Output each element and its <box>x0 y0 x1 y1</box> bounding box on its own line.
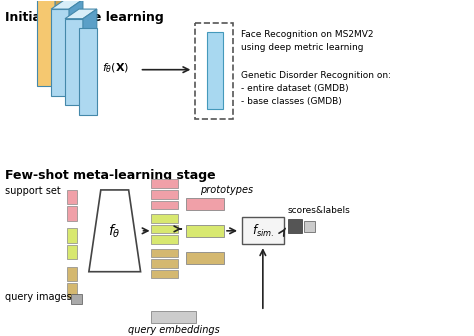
Polygon shape <box>151 270 178 279</box>
Polygon shape <box>67 228 77 243</box>
Polygon shape <box>186 252 224 263</box>
Polygon shape <box>151 259 178 268</box>
Polygon shape <box>51 0 83 9</box>
Polygon shape <box>37 0 55 86</box>
Polygon shape <box>186 225 224 237</box>
Polygon shape <box>67 267 77 281</box>
Polygon shape <box>151 179 178 188</box>
Polygon shape <box>207 32 223 109</box>
Text: query embeddings: query embeddings <box>128 325 219 335</box>
Text: Initial feature learning: Initial feature learning <box>5 11 164 24</box>
Polygon shape <box>151 190 178 199</box>
Text: Genetic Disorder Recognition on:
- entire dataset (GMDB)
- base classes (GMDB): Genetic Disorder Recognition on: - entir… <box>241 71 391 106</box>
Polygon shape <box>242 217 284 244</box>
Polygon shape <box>71 294 82 304</box>
Text: $f_\theta(\mathbf{X})$: $f_\theta(\mathbf{X})$ <box>102 61 129 75</box>
Text: support set: support set <box>5 186 61 196</box>
Polygon shape <box>79 28 97 115</box>
Polygon shape <box>83 9 97 105</box>
Text: scores&labels: scores&labels <box>288 206 350 215</box>
Polygon shape <box>304 221 315 232</box>
Polygon shape <box>69 0 83 96</box>
Polygon shape <box>67 283 77 298</box>
Polygon shape <box>288 219 301 233</box>
Polygon shape <box>151 224 178 233</box>
Text: prototypes: prototypes <box>200 185 253 195</box>
Polygon shape <box>67 206 77 221</box>
Polygon shape <box>89 190 141 272</box>
Text: Face Recognition on MS2MV2
using deep metric learning: Face Recognition on MS2MV2 using deep me… <box>241 30 374 52</box>
Polygon shape <box>65 19 83 105</box>
Polygon shape <box>151 214 178 223</box>
Polygon shape <box>65 9 97 19</box>
Polygon shape <box>67 245 77 259</box>
Polygon shape <box>151 235 178 244</box>
Text: Few-shot meta-learning stage: Few-shot meta-learning stage <box>5 169 216 182</box>
Polygon shape <box>186 198 224 210</box>
Polygon shape <box>151 201 178 209</box>
FancyBboxPatch shape <box>195 23 233 119</box>
Polygon shape <box>151 249 178 257</box>
Polygon shape <box>151 311 196 323</box>
Text: $f_\theta$: $f_\theta$ <box>109 222 121 240</box>
Text: FC: FC <box>210 64 219 77</box>
Polygon shape <box>51 9 69 96</box>
Text: query images: query images <box>5 292 72 302</box>
Polygon shape <box>55 0 69 86</box>
Text: $f_{sim.}$: $f_{sim.}$ <box>252 223 274 239</box>
Polygon shape <box>67 190 77 204</box>
